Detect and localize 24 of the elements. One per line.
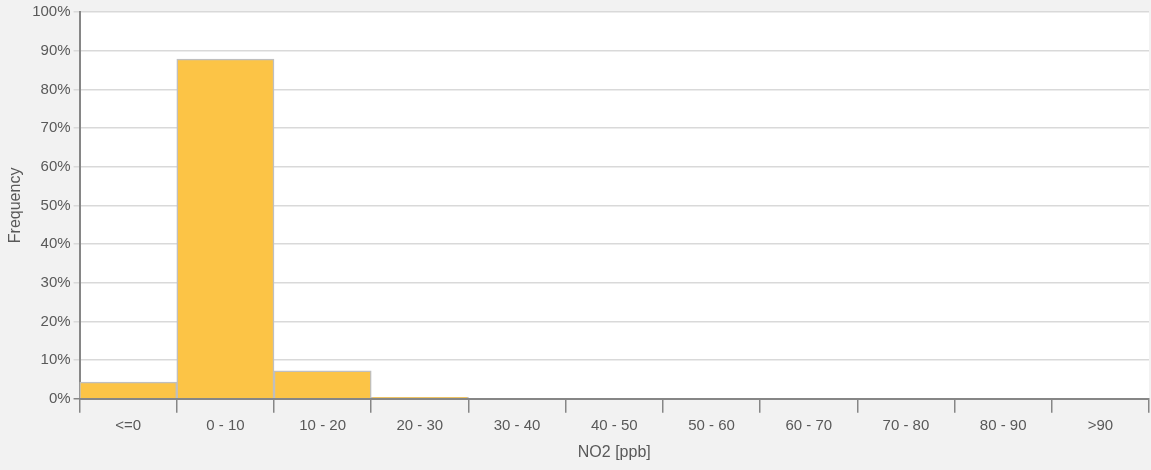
y-tick-label: 80%	[40, 79, 71, 97]
y-tick-label: 20%	[40, 311, 71, 329]
x-tick-label: 60 - 70	[785, 415, 833, 433]
x-tick-label: <=0	[115, 415, 142, 433]
y-tick-label: 10%	[40, 350, 71, 368]
y-tick-label: 60%	[40, 156, 71, 174]
x-tick-label: >90	[1087, 415, 1114, 433]
y-tick-label: 90%	[40, 40, 71, 58]
x-tick-label: 10 - 20	[299, 415, 346, 433]
x-tick-label: 50 - 60	[688, 415, 735, 433]
x-tick-label: 0 - 10	[206, 415, 245, 433]
y-tick-label: 0%	[48, 388, 71, 406]
x-tick-label: 80 - 90	[979, 415, 1027, 433]
y-axis-title: Frequency	[6, 167, 24, 244]
y-tick-label: 100%	[32, 2, 71, 20]
x-tick-label: 20 - 30	[396, 415, 444, 433]
x-tick-label: 30 - 40	[493, 415, 541, 433]
y-tick-label: 30%	[40, 272, 71, 290]
y-tick-label: 40%	[40, 234, 71, 252]
x-tick-label: 40 - 50	[590, 415, 638, 433]
x-tick-label: 70 - 80	[882, 415, 930, 433]
y-tick-label: 70%	[40, 118, 71, 136]
y-tick-label: 50%	[40, 195, 71, 213]
x-axis-title: NO2 [ppb]	[577, 442, 651, 460]
